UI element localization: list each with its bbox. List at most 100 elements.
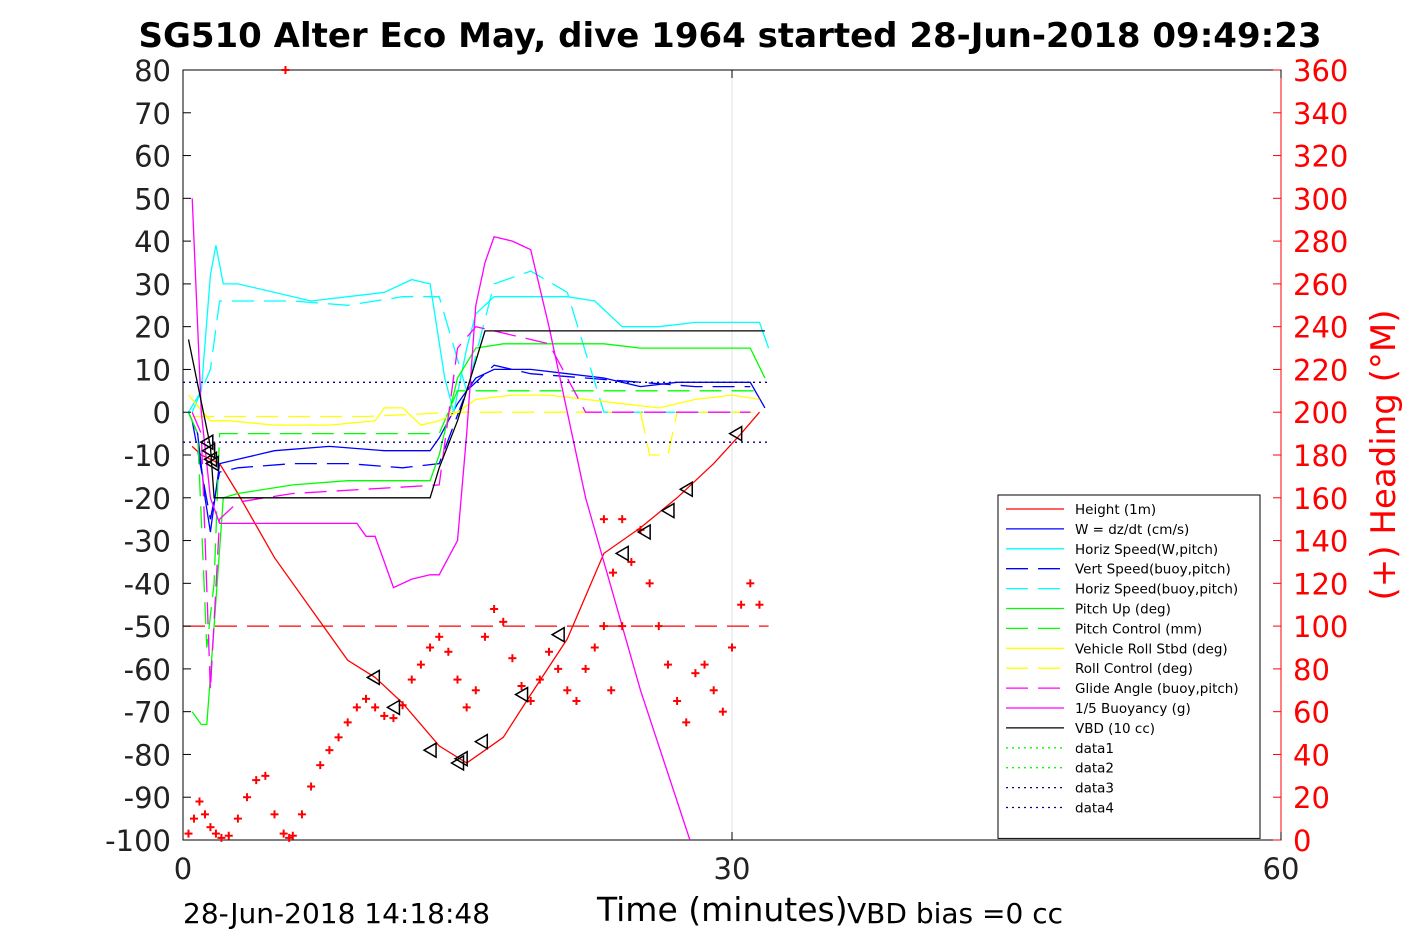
heading-marker	[737, 600, 746, 609]
heading-marker	[563, 686, 572, 695]
triangle-marker	[636, 523, 651, 541]
legend-label: Roll Control (deg)	[1075, 661, 1193, 677]
heading-marker	[288, 831, 297, 840]
triangle-marker	[550, 626, 565, 643]
heading-marker	[645, 579, 654, 588]
heading-marker	[755, 600, 764, 609]
heading-marker	[627, 557, 636, 566]
x-tick-label: 0	[174, 852, 192, 886]
y-tick-label: -20	[124, 482, 171, 516]
y-tick-label: 60	[134, 140, 171, 174]
legend-label: Pitch Up (deg)	[1075, 602, 1171, 618]
legend-label: Horiz Speed(buoy,pitch)	[1075, 582, 1238, 598]
series-layer	[183, 198, 770, 841]
triangle-marker	[422, 741, 437, 759]
y-tick-label: 0	[153, 396, 171, 430]
legend-label: W = dz/dt (cm/s)	[1075, 522, 1189, 538]
heading-marker	[217, 833, 226, 842]
heading-marker	[581, 664, 590, 673]
heading-marker	[352, 703, 361, 712]
triangle-marker	[365, 669, 381, 686]
heading-marker	[252, 776, 261, 785]
legend: Height (1m) W = dz/dt (cm/s) Horiz Speed(W…	[997, 494, 1261, 839]
axis-layer: 80706050403020100-10-20-30-40-50-60-70-8…	[105, 54, 1348, 886]
legend-label: VBD (10 cc)	[1075, 721, 1155, 737]
triangle-marker	[385, 699, 401, 716]
triangle-marker	[728, 425, 743, 442]
heading-marker	[590, 643, 599, 652]
y-tick-label: -90	[124, 781, 171, 815]
y-right-tick-label: 160	[1293, 482, 1348, 516]
heading-marker	[599, 515, 608, 524]
heading-marker	[407, 675, 416, 684]
heading-marker	[224, 831, 233, 840]
y-tick-label: 30	[134, 268, 171, 302]
right-axis-label: (+) Heading (°M)	[1364, 310, 1404, 601]
heading-outlier-marker	[599, 622, 608, 631]
heading-marker	[371, 703, 380, 712]
heading-marker	[572, 696, 581, 705]
heading-marker	[343, 718, 352, 727]
heading-marker	[307, 782, 316, 791]
heading-marker	[673, 696, 682, 705]
heading-marker	[380, 711, 389, 720]
y-right-tick-label: 240	[1293, 311, 1348, 345]
heading-marker	[189, 814, 198, 823]
y-tick-label: 80	[134, 54, 171, 88]
heading-marker	[206, 823, 215, 832]
series-line-0	[191, 411, 760, 764]
heading-marker	[270, 810, 279, 819]
legend-label: Horiz Speed(W,pitch)	[1075, 542, 1218, 558]
marker-layer	[184, 66, 764, 842]
y-right-tick-label: 320	[1293, 140, 1348, 174]
y-right-tick-label: 20	[1293, 781, 1330, 815]
y-tick-label: -80	[124, 738, 171, 772]
legend-label: Vehicle Roll Stbd (deg)	[1075, 641, 1228, 657]
legend-label: Glide Angle (buoy,pitch)	[1075, 681, 1239, 697]
heading-marker	[444, 647, 453, 656]
heading-marker	[233, 814, 242, 823]
triangle-marker	[202, 450, 218, 468]
y-right-tick-label: 60	[1293, 696, 1330, 730]
heading-marker	[453, 675, 462, 684]
series-line-11	[187, 330, 765, 499]
y-tick-label: 70	[134, 97, 171, 131]
y-right-tick-label: 180	[1293, 439, 1348, 473]
triangle-marker	[201, 442, 216, 460]
series-line-6	[187, 390, 760, 648]
legend-label: data2	[1075, 761, 1114, 777]
legend-label: data4	[1075, 801, 1114, 817]
heading-marker	[746, 579, 755, 588]
y-tick-label: -100	[105, 824, 171, 858]
y-right-tick-label: 100	[1293, 610, 1348, 644]
heading-marker	[334, 733, 343, 742]
y-right-tick-label: 0	[1293, 824, 1311, 858]
heading-marker	[663, 660, 672, 669]
series-line-9	[191, 325, 751, 691]
vbd-bias-label: VBD bias =0 cc	[847, 897, 1063, 930]
heading-marker	[499, 617, 508, 626]
y-tick-label: 40	[134, 225, 171, 259]
heading-marker	[426, 643, 435, 652]
triangle-marker	[473, 733, 489, 750]
series-line-3	[191, 364, 751, 520]
y-right-tick-label: 340	[1293, 97, 1348, 131]
heading-marker	[545, 647, 553, 656]
series-line-8	[192, 411, 760, 456]
y-right-tick-label: 80	[1293, 653, 1330, 687]
heading-marker	[700, 660, 709, 669]
heading-marker	[691, 669, 700, 678]
triangle-marker	[204, 455, 220, 472]
heading-marker	[243, 793, 252, 802]
legend-label: 1/5 Buoyancy (g)	[1075, 701, 1191, 717]
legend-box	[997, 494, 1261, 839]
y-tick-label: 10	[134, 353, 171, 387]
heading-outlier-marker	[618, 515, 627, 524]
heading-marker	[535, 675, 544, 684]
heading-marker	[480, 632, 489, 641]
y-tick-label: 20	[134, 311, 171, 345]
heading-marker	[184, 829, 193, 838]
heading-marker	[618, 622, 627, 631]
y-tick-label: -30	[124, 525, 171, 559]
